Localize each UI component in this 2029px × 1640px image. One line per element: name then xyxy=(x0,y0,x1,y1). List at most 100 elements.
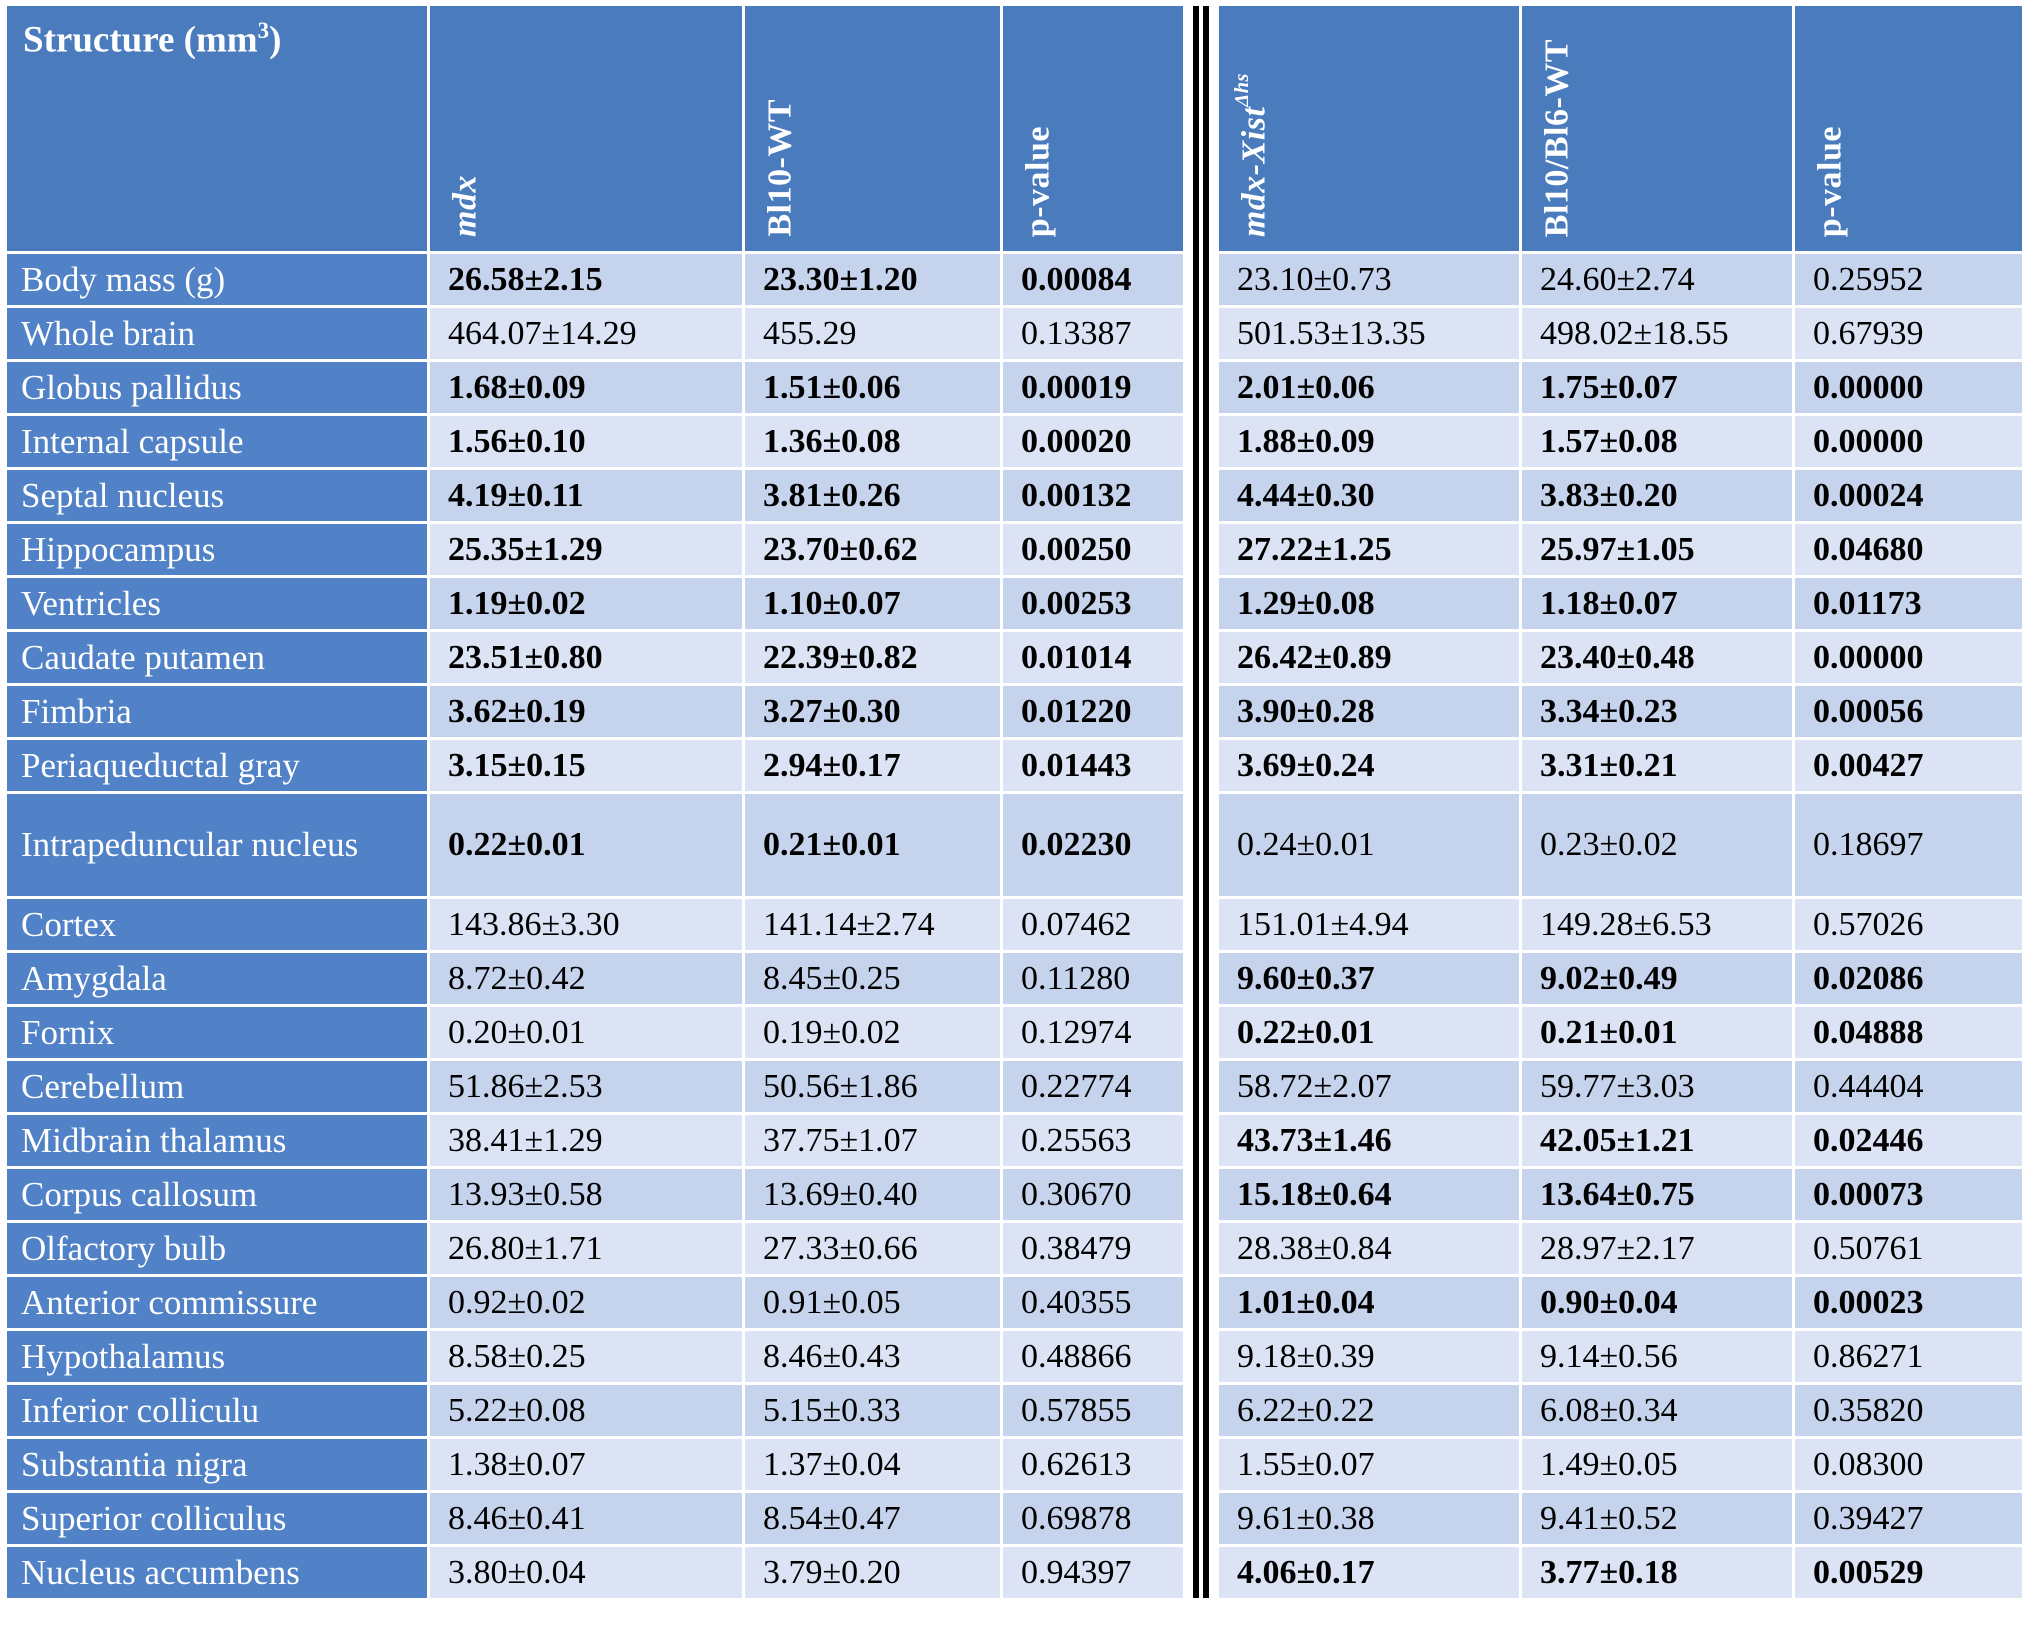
data-cell: 0.57026 xyxy=(1795,899,2022,950)
data-cell: 22.39±0.82 xyxy=(745,632,1000,683)
data-cell: 58.72±2.07 xyxy=(1219,1061,1519,1112)
data-cell: 9.14±0.56 xyxy=(1522,1331,1792,1382)
data-cell: 5.15±0.33 xyxy=(745,1385,1000,1436)
data-cell: 3.81±0.26 xyxy=(745,470,1000,521)
data-cell: 13.64±0.75 xyxy=(1522,1169,1792,1220)
data-cell: 4.06±0.17 xyxy=(1219,1547,1519,1598)
column-header-pvalue-right: p-value xyxy=(1795,6,2022,251)
header-label: Bl10-WT xyxy=(761,99,799,237)
data-cell: 143.86±3.30 xyxy=(430,899,742,950)
data-cell: 3.27±0.30 xyxy=(745,686,1000,737)
data-cell: 0.00000 xyxy=(1795,632,2022,683)
header-label: mdx xyxy=(446,175,484,237)
column-header-pvalue-left-label: p-value xyxy=(1015,126,1057,237)
data-cell: 8.54±0.47 xyxy=(745,1493,1000,1544)
data-cell: 13.69±0.40 xyxy=(745,1169,1000,1220)
data-cell: 1.55±0.07 xyxy=(1219,1439,1519,1490)
data-cell: 0.94397 xyxy=(1003,1547,1183,1598)
data-cell: 0.01443 xyxy=(1003,740,1183,791)
data-cell: 9.41±0.52 xyxy=(1522,1493,1792,1544)
data-cell: 24.60±2.74 xyxy=(1522,254,1792,305)
data-cell: 1.37±0.04 xyxy=(745,1439,1000,1490)
data-cell: 0.50761 xyxy=(1795,1223,2022,1274)
data-cell: 43.73±1.46 xyxy=(1219,1115,1519,1166)
data-cell: 26.80±1.71 xyxy=(430,1223,742,1274)
data-cell: 501.53±13.35 xyxy=(1219,308,1519,359)
data-cell: 1.68±0.09 xyxy=(430,362,742,413)
data-cell: 23.70±0.62 xyxy=(745,524,1000,575)
data-cell: 0.48866 xyxy=(1003,1331,1183,1382)
row-structure-label: Inferior colliculu xyxy=(7,1385,427,1436)
data-cell: 0.00253 xyxy=(1003,578,1183,629)
data-cell: 0.57855 xyxy=(1003,1385,1183,1436)
data-cell: 0.20±0.01 xyxy=(430,1007,742,1058)
column-header-mdx-label: mdx xyxy=(442,175,484,237)
data-cell: 0.08300 xyxy=(1795,1439,2022,1490)
data-cell: 1.75±0.07 xyxy=(1522,362,1792,413)
data-cell: 141.14±2.74 xyxy=(745,899,1000,950)
row-structure-label: Cerebellum xyxy=(7,1061,427,1112)
data-cell: 3.34±0.23 xyxy=(1522,686,1792,737)
data-cell: 38.41±1.29 xyxy=(430,1115,742,1166)
title-suffix: ) xyxy=(269,19,282,61)
data-cell: 9.02±0.49 xyxy=(1522,953,1792,1004)
row-structure-label: Anterior commissure xyxy=(7,1277,427,1328)
header-superscript: Δhs xyxy=(1231,72,1253,107)
data-cell: 0.00020 xyxy=(1003,416,1183,467)
data-cell: 8.46±0.41 xyxy=(430,1493,742,1544)
data-cell: 0.12974 xyxy=(1003,1007,1183,1058)
column-header-bl10-wt: Bl10-WT xyxy=(745,6,1000,251)
data-cell: 0.00056 xyxy=(1795,686,2022,737)
row-structure-label: Cortex xyxy=(7,899,427,950)
data-cell: 0.25952 xyxy=(1795,254,2022,305)
data-cell: 1.10±0.07 xyxy=(745,578,1000,629)
row-structure-label: Hippocampus xyxy=(7,524,427,575)
data-cell: 0.00427 xyxy=(1795,740,2022,791)
column-header-bl10-bl6-wt: Bl10/Bl6-WT xyxy=(1522,6,1792,251)
data-cell: 3.69±0.24 xyxy=(1219,740,1519,791)
data-cell: 23.10±0.73 xyxy=(1219,254,1519,305)
data-cell: 0.00073 xyxy=(1795,1169,2022,1220)
data-cell: 0.22774 xyxy=(1003,1061,1183,1112)
row-structure-label: Internal capsule xyxy=(7,416,427,467)
data-cell: 25.35±1.29 xyxy=(430,524,742,575)
data-cell: 50.56±1.86 xyxy=(745,1061,1000,1112)
row-structure-label: Periaqueductal gray xyxy=(7,740,427,791)
data-cell: 15.18±0.64 xyxy=(1219,1169,1519,1220)
data-cell: 1.01±0.04 xyxy=(1219,1277,1519,1328)
data-cell: 0.21±0.01 xyxy=(745,794,1000,896)
row-structure-label: Intrapeduncular nucleus xyxy=(7,794,427,896)
data-cell: 0.69878 xyxy=(1003,1493,1183,1544)
data-cell: 0.35820 xyxy=(1795,1385,2022,1436)
data-cell: 1.38±0.07 xyxy=(430,1439,742,1490)
table-title-text: Structure (mm3) xyxy=(23,18,281,61)
data-cell: 3.80±0.04 xyxy=(430,1547,742,1598)
data-cell: 6.22±0.22 xyxy=(1219,1385,1519,1436)
data-cell: 0.07462 xyxy=(1003,899,1183,950)
data-cell: 0.23±0.02 xyxy=(1522,794,1792,896)
data-cell: 1.18±0.07 xyxy=(1522,578,1792,629)
data-cell: 0.67939 xyxy=(1795,308,2022,359)
data-cell: 0.90±0.04 xyxy=(1522,1277,1792,1328)
data-cell: 0.62613 xyxy=(1003,1439,1183,1490)
data-cell: 1.19±0.02 xyxy=(430,578,742,629)
data-cell: 1.36±0.08 xyxy=(745,416,1000,467)
row-structure-label: Septal nucleus xyxy=(7,470,427,521)
data-cell: 1.29±0.08 xyxy=(1219,578,1519,629)
data-cell: 0.24±0.01 xyxy=(1219,794,1519,896)
data-cell: 464.07±14.29 xyxy=(430,308,742,359)
data-cell: 0.00019 xyxy=(1003,362,1183,413)
column-header-mdx-xist-label: mdx-XistΔhs xyxy=(1231,73,1273,237)
row-structure-label: Hypothalamus xyxy=(7,1331,427,1382)
data-cell: 28.97±2.17 xyxy=(1522,1223,1792,1274)
row-structure-label: Globus pallidus xyxy=(7,362,427,413)
data-cell: 8.46±0.43 xyxy=(745,1331,1000,1382)
data-cell: 0.00024 xyxy=(1795,470,2022,521)
column-header-bl10-bl6-wt-label: Bl10/Bl6-WT xyxy=(1534,39,1576,237)
data-cell: 0.00250 xyxy=(1003,524,1183,575)
data-cell: 0.18697 xyxy=(1795,794,2022,896)
column-header-bl10-wt-label: Bl10-WT xyxy=(757,99,799,237)
data-cell: 0.00084 xyxy=(1003,254,1183,305)
data-cell: 8.72±0.42 xyxy=(430,953,742,1004)
